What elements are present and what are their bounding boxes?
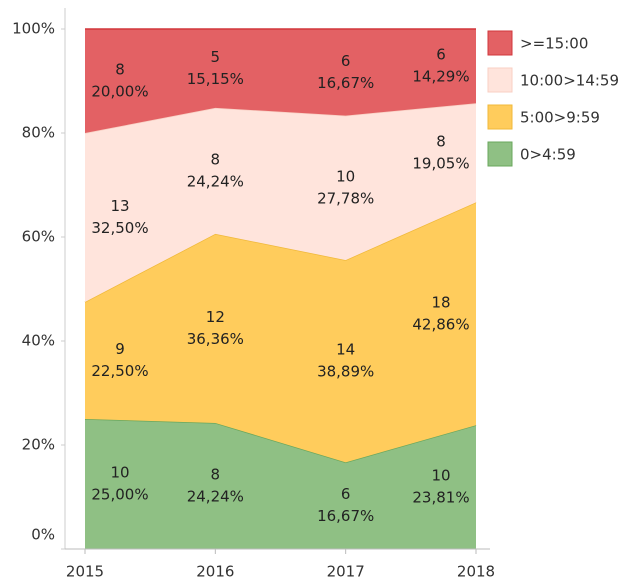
value-label: 38,89% [317, 363, 374, 381]
value-label: 25,00% [91, 486, 148, 504]
y-tick-label: 60% [22, 228, 55, 246]
legend-swatch [488, 68, 512, 92]
count-label: 6 [341, 485, 351, 503]
count-label: 8 [436, 132, 446, 150]
value-label: 24,24% [187, 487, 244, 505]
legend-label: 0>4:59 [520, 146, 576, 164]
count-label: 6 [436, 46, 446, 64]
count-label: 10 [431, 467, 450, 485]
value-label: 23,81% [412, 489, 469, 507]
legend-swatch [488, 142, 512, 166]
x-tick-label: 2017 [327, 563, 365, 581]
count-label: 5 [211, 48, 221, 66]
count-label: 18 [431, 293, 450, 311]
x-tick-label: 2018 [457, 563, 495, 581]
count-label: 6 [341, 52, 351, 70]
count-label: 10 [336, 167, 355, 185]
count-label: 8 [115, 61, 125, 79]
legend-swatch [488, 105, 512, 129]
y-tick-label: 100% [12, 20, 55, 38]
count-label: 13 [110, 197, 129, 215]
y-tick-label: 20% [22, 436, 55, 454]
count-label: 10 [110, 464, 129, 482]
legend-label: 10:00>14:59 [520, 72, 619, 90]
value-label: 36,36% [187, 330, 244, 348]
value-label: 20,00% [91, 83, 148, 101]
x-tick-label: 2016 [196, 563, 234, 581]
y-tick-label: 40% [22, 332, 55, 350]
x-tick-label: 2015 [66, 563, 104, 581]
value-label: 16,67% [317, 74, 374, 92]
legend-label: 5:00>9:59 [520, 109, 600, 127]
count-label: 8 [211, 465, 221, 483]
y-tick-label: 80% [22, 124, 55, 142]
value-label: 27,78% [317, 189, 374, 207]
legend-swatch [488, 31, 512, 55]
value-label: 14,29% [412, 68, 469, 86]
count-label: 12 [206, 308, 225, 326]
y-tick-label: 0% [31, 526, 55, 544]
value-label: 22,50% [91, 362, 148, 380]
count-label: 8 [211, 150, 221, 168]
value-label: 16,67% [317, 507, 374, 525]
value-label: 19,05% [412, 154, 469, 172]
value-label: 24,24% [187, 172, 244, 190]
value-label: 32,50% [91, 219, 148, 237]
legend-label: >=15:00 [520, 35, 588, 53]
count-label: 9 [115, 340, 125, 358]
value-label: 15,15% [187, 70, 244, 88]
count-label: 14 [336, 341, 355, 359]
value-label: 42,86% [412, 315, 469, 333]
